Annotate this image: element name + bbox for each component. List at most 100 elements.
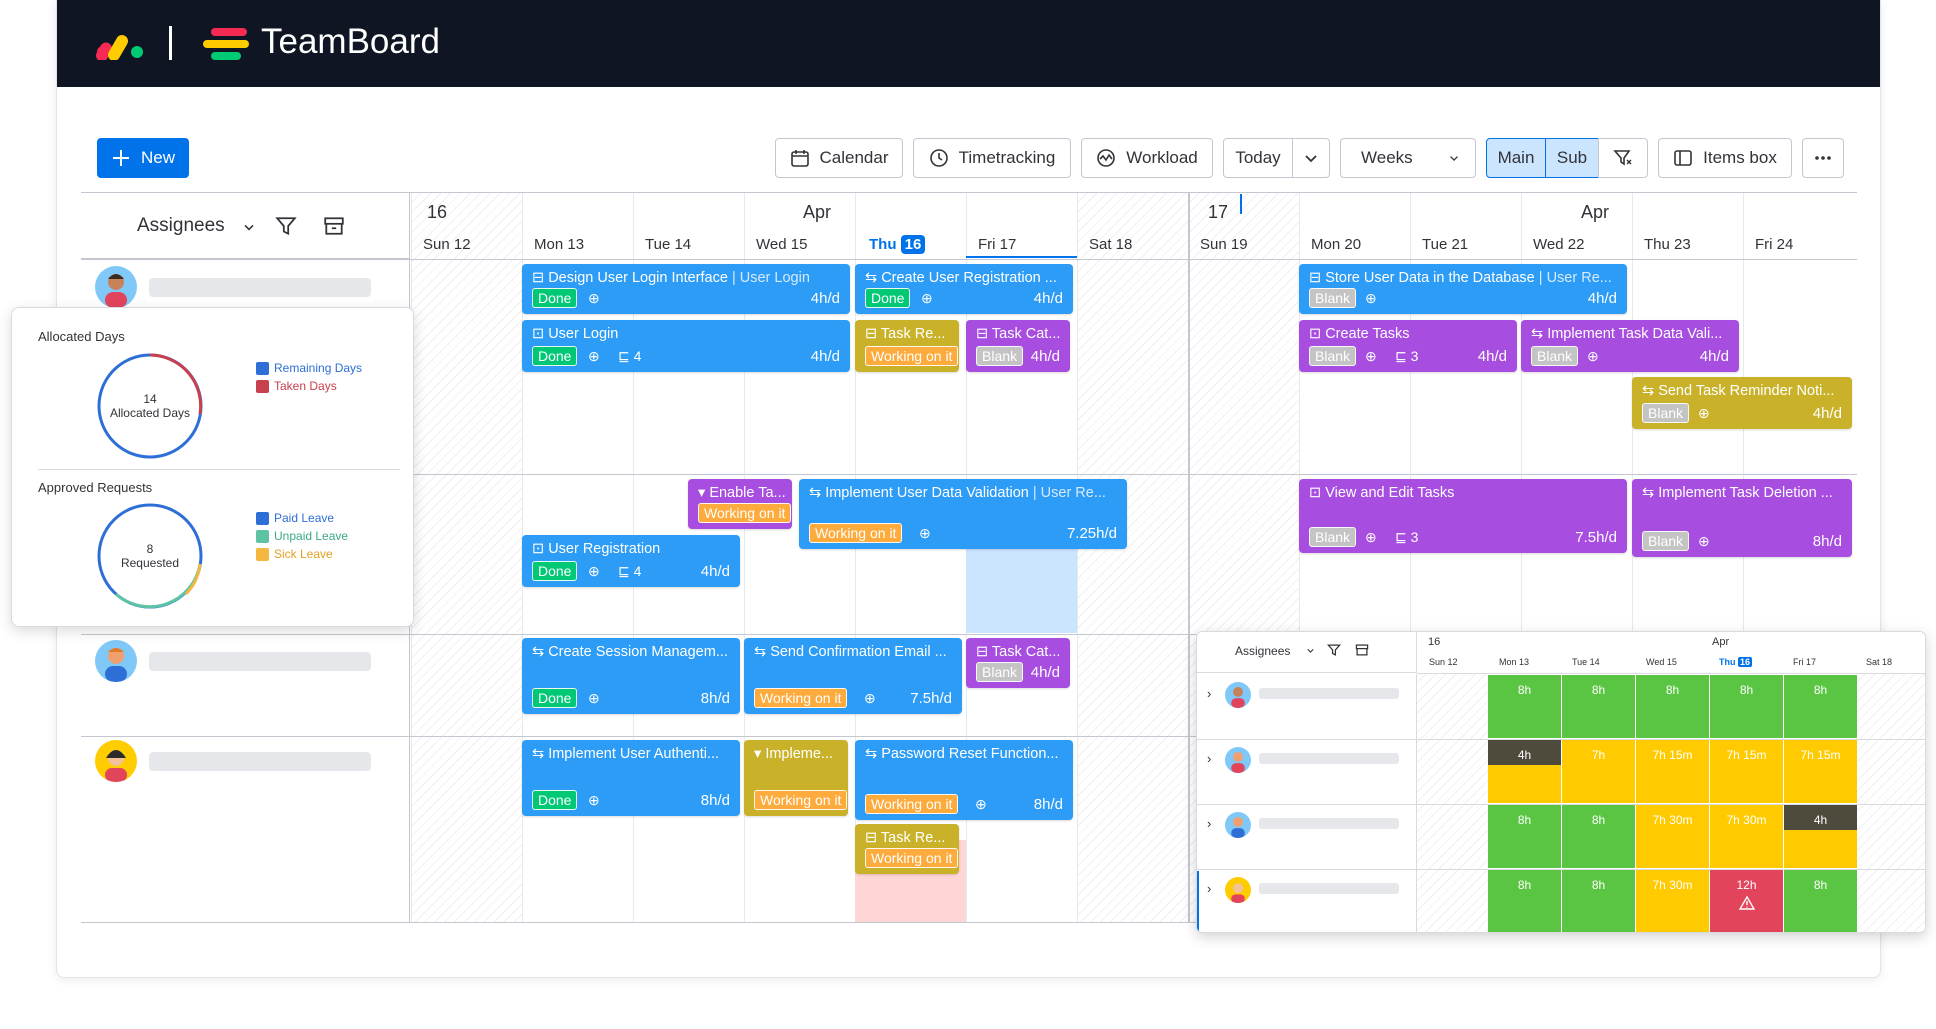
main-toggle[interactable]: Main bbox=[1486, 138, 1546, 178]
task-card[interactable]: ⇆ Create User Registration ... Done ⊕ 4h/d bbox=[855, 264, 1073, 314]
avatar[interactable] bbox=[1225, 877, 1251, 903]
workload-cell[interactable]: 7h 30m bbox=[1636, 805, 1709, 868]
task-card[interactable]: ⇆ Implement Task Data Vali... Blank ⊕ 4h/d bbox=[1521, 320, 1739, 372]
avatar[interactable] bbox=[95, 740, 137, 782]
status-badge: Working on it bbox=[865, 346, 959, 366]
task-card[interactable]: ⊟ Store User Data in the Database | User… bbox=[1299, 264, 1627, 314]
filter-icon[interactable] bbox=[275, 215, 297, 237]
task-card[interactable]: ⊡ User Login Done ⊕ ⊑ 4 4h/d bbox=[522, 320, 850, 372]
today-badge: 16 bbox=[900, 235, 926, 254]
today-dropdown-button[interactable] bbox=[1292, 138, 1330, 178]
workload-cell[interactable]: 8h bbox=[1488, 675, 1561, 738]
workload-cell[interactable]: 7h 30m bbox=[1636, 870, 1709, 932]
day-column-wed15 bbox=[744, 193, 855, 923]
items-box-label: Items box bbox=[1703, 148, 1777, 167]
archive-icon[interactable] bbox=[1355, 643, 1369, 657]
hours-label: 4h/d bbox=[1587, 290, 1617, 307]
more-options-button[interactable] bbox=[1802, 138, 1844, 178]
status-badge: Blank bbox=[1642, 531, 1690, 551]
task-card[interactable]: ⊟ Design User Login Interface | User Log… bbox=[522, 264, 850, 314]
task-title: ⇆ Send Task Reminder Noti... bbox=[1642, 383, 1835, 399]
avatar[interactable] bbox=[1225, 812, 1251, 838]
assignees-label[interactable]: Assignees bbox=[137, 215, 225, 236]
task-card[interactable]: ⊟ Task Re... Working on it bbox=[855, 320, 959, 372]
task-card[interactable]: ⊡ View and Edit Tasks Blank ⊕ ⊑ 3 7.5h/d bbox=[1299, 479, 1627, 553]
assignees-label[interactable]: Assignees bbox=[1235, 644, 1291, 658]
task-card[interactable]: ⊟ Task Cat... Blank 4h/d bbox=[966, 320, 1070, 372]
workload-cell[interactable]: 8h bbox=[1562, 870, 1635, 932]
workload-cell[interactable]: 8h bbox=[1488, 870, 1561, 932]
subitems-icon: ⊑ 3 bbox=[1395, 348, 1419, 364]
avatar[interactable] bbox=[95, 640, 137, 682]
task-card[interactable]: ⊡ Create Tasks Blank ⊕ ⊑ 3 4h/d bbox=[1299, 320, 1517, 372]
new-button[interactable]: New bbox=[97, 138, 189, 178]
workload-button[interactable]: Workload bbox=[1081, 138, 1213, 178]
task-title: ⊡ Create Tasks bbox=[1309, 326, 1410, 342]
task-card[interactable]: ▾ Impleme... Working on it bbox=[744, 740, 848, 816]
chevron-down-icon[interactable] bbox=[1305, 645, 1316, 656]
archive-icon[interactable] bbox=[323, 215, 345, 237]
row-separator bbox=[1197, 804, 1925, 805]
workload-cell[interactable]: 8h bbox=[1562, 805, 1635, 868]
expand-chevron-icon[interactable]: › bbox=[1207, 686, 1212, 701]
calendar-button[interactable]: Calendar bbox=[775, 138, 903, 178]
workload-cell[interactable]: 4h bbox=[1784, 805, 1857, 868]
day-column-wed22 bbox=[1521, 193, 1632, 923]
day-header: Mon 20 bbox=[1311, 236, 1362, 253]
task-card[interactable]: ⇆ Implement Task Deletion ... Blank ⊕ 8h/d bbox=[1632, 479, 1852, 557]
status-badge: Blank bbox=[1642, 403, 1690, 423]
weeks-select[interactable]: Weeks bbox=[1340, 138, 1476, 178]
task-title: ⇆ Implement User Data Validation | User … bbox=[809, 485, 1106, 501]
status-badge: Done bbox=[532, 561, 578, 581]
workload-cell[interactable]: 7h bbox=[1562, 740, 1635, 803]
calendar-icon bbox=[790, 150, 809, 167]
task-title: ⊟ Task Re... bbox=[865, 830, 946, 846]
workload-cell[interactable]: 8h bbox=[1784, 675, 1857, 738]
day-column-mon20 bbox=[1299, 193, 1410, 923]
items-box-button[interactable]: Items box bbox=[1658, 138, 1792, 178]
workload-cell-overloaded[interactable]: 12h bbox=[1710, 870, 1783, 932]
workload-cell[interactable]: 8h bbox=[1488, 805, 1561, 868]
task-card[interactable]: ⇆ Send Task Reminder Noti... Blank ⊕ 4h/d bbox=[1632, 377, 1852, 429]
task-title: ⇆ Implement Task Data Vali... bbox=[1531, 326, 1723, 342]
workload-cell[interactable]: 7h 30m bbox=[1710, 805, 1783, 868]
day-header: Wed 15 bbox=[1646, 657, 1677, 667]
requests-value: 8 Requested bbox=[120, 542, 180, 570]
task-card[interactable]: ⇆ Implement User Data Validation | User … bbox=[799, 479, 1127, 549]
workload-cell[interactable]: 7h 15m bbox=[1784, 740, 1857, 803]
legend-sick-leave: Sick Leave bbox=[256, 547, 333, 561]
logo-separator bbox=[169, 26, 172, 60]
task-card[interactable]: ⇆ Password Reset Function... Working on i… bbox=[855, 740, 1073, 820]
avatar[interactable] bbox=[1225, 747, 1251, 773]
workload-cell[interactable]: 8h bbox=[1710, 675, 1783, 738]
hours-label: 4h/d bbox=[1812, 405, 1842, 422]
task-card[interactable]: ⊟ Task Cat... Blank 4h/d bbox=[966, 638, 1070, 688]
timetracking-button[interactable]: Timetracking bbox=[913, 138, 1071, 178]
task-card[interactable]: ⊟ Task Re... Working on it bbox=[855, 824, 959, 874]
expand-chevron-icon[interactable]: › bbox=[1207, 881, 1212, 896]
workload-cell[interactable]: 8h bbox=[1636, 675, 1709, 738]
assignee-name-placeholder bbox=[1259, 883, 1399, 894]
chevron-down-icon[interactable] bbox=[241, 219, 257, 235]
requests-donut bbox=[97, 503, 203, 609]
task-card[interactable]: ⇆ Implement User Authenti... Done ⊕ 8h/d bbox=[522, 740, 740, 816]
task-card[interactable]: ▾ Enable Ta... Working on it bbox=[688, 479, 792, 529]
avatar[interactable] bbox=[95, 266, 137, 308]
workload-cell[interactable]: 4h bbox=[1488, 740, 1561, 803]
task-card[interactable]: ⊡ User Registration Done ⊕ ⊑ 4 4h/d bbox=[522, 535, 740, 587]
comment-icon: ⊕ bbox=[588, 792, 600, 808]
task-card[interactable]: ⇆ Send Confirmation Email ... Working on … bbox=[744, 638, 962, 714]
filter-sub-button[interactable] bbox=[1598, 138, 1648, 178]
workload-cell[interactable]: 8h bbox=[1784, 870, 1857, 932]
task-title: ▾ Enable Ta... bbox=[698, 485, 786, 501]
expand-chevron-icon[interactable]: › bbox=[1207, 816, 1212, 831]
workload-cell[interactable]: 7h 15m bbox=[1636, 740, 1709, 803]
today-button[interactable]: Today bbox=[1223, 138, 1293, 178]
workload-cell[interactable]: 7h 15m bbox=[1710, 740, 1783, 803]
filter-icon[interactable] bbox=[1327, 643, 1341, 657]
task-card[interactable]: ⇆ Create Session Managem... Done ⊕ 8h/d bbox=[522, 638, 740, 714]
workload-cell[interactable]: 8h bbox=[1562, 675, 1635, 738]
avatar[interactable] bbox=[1225, 682, 1251, 708]
sub-toggle[interactable]: Sub bbox=[1545, 138, 1599, 178]
expand-chevron-icon[interactable]: › bbox=[1207, 751, 1212, 766]
